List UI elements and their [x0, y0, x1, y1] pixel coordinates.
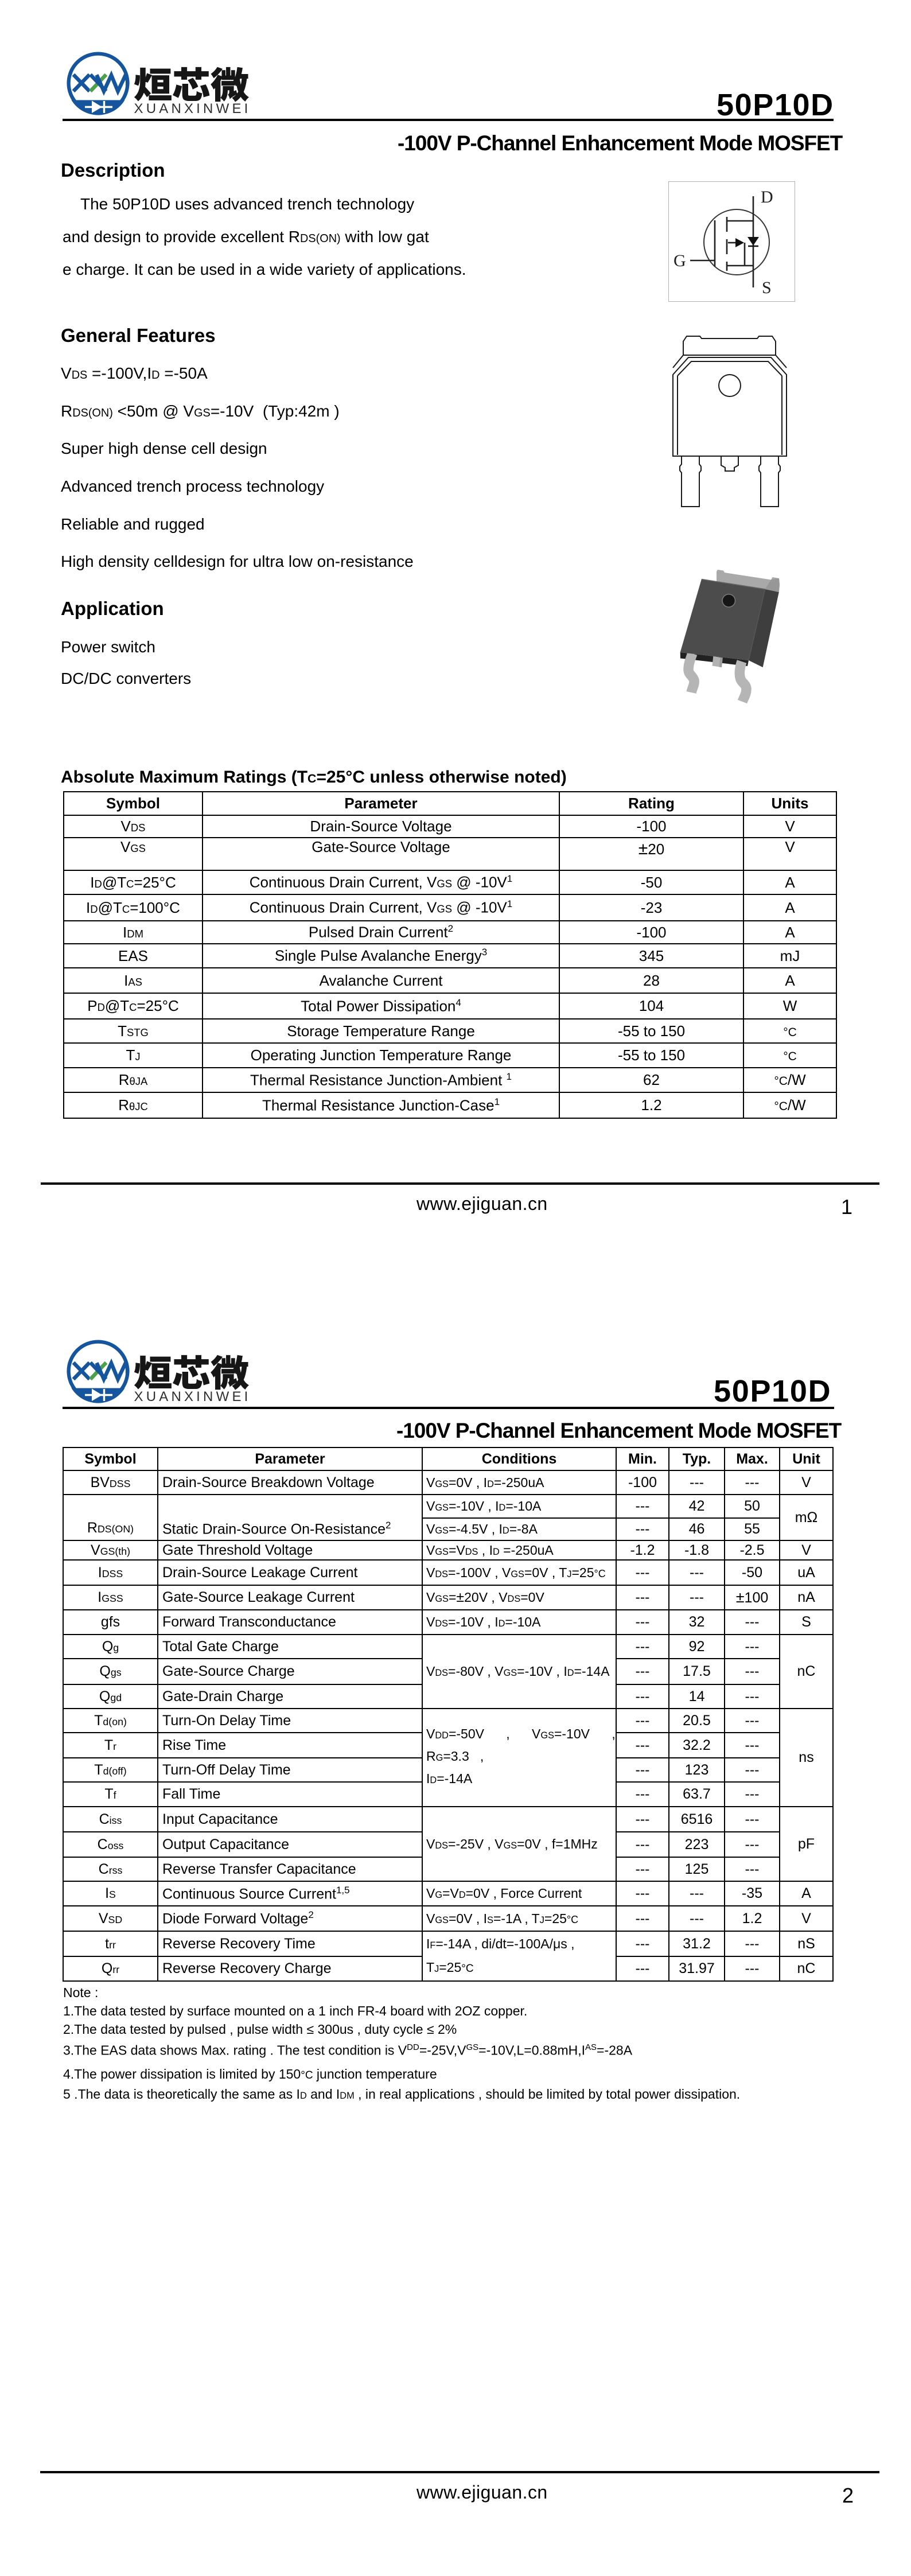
svg-text:XUANXINWEI: XUANXINWEI [134, 1389, 251, 1404]
svg-text:D: D [761, 188, 773, 207]
svg-text:G: G [673, 251, 686, 270]
svg-text:S: S [762, 278, 772, 297]
svg-text:XUANXINWEI: XUANXINWEI [134, 101, 251, 116]
